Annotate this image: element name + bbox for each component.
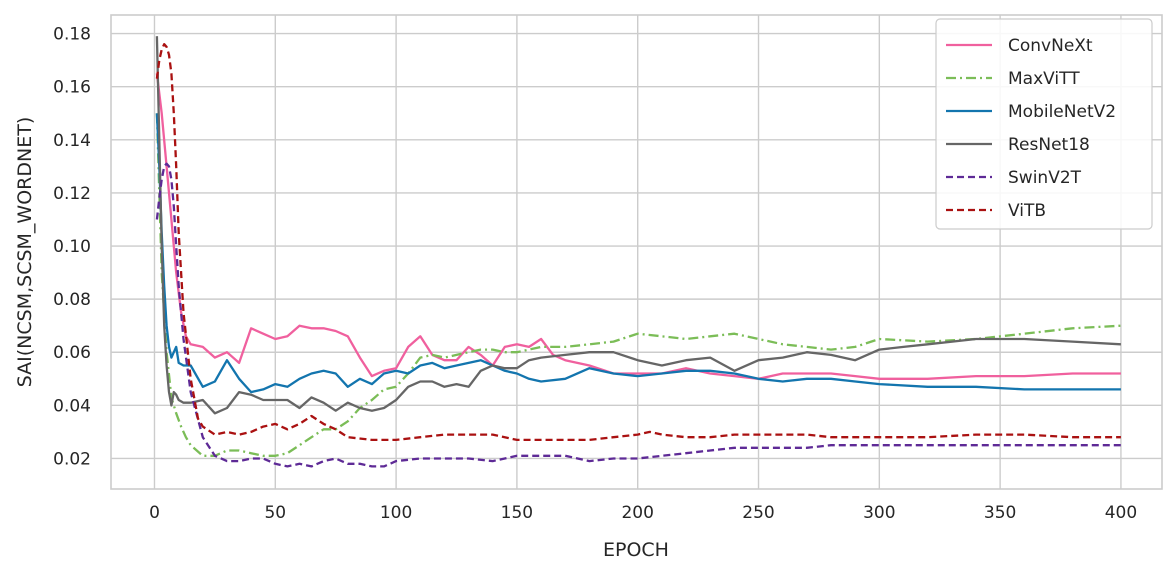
x-tick-label: 400 [1105, 503, 1137, 523]
x-tick-label: 250 [742, 503, 774, 523]
legend-label: MobileNetV2 [1008, 102, 1116, 122]
x-tick-label: 100 [380, 503, 412, 523]
x-tick-label: 200 [621, 503, 653, 523]
y-tick-label: 0.08 [53, 290, 91, 310]
y-tick-label: 0.02 [53, 449, 91, 469]
x-axis-label: EPOCH [603, 539, 669, 561]
series-line-mobilenetv2 [155, 113, 1121, 394]
legend-label: ViTB [1008, 201, 1046, 221]
x-tick-labels: 0 50 100 150 200 250 300 350 400 [149, 503, 1137, 523]
x-tick-label: 50 [264, 503, 286, 523]
x-tick-label: 150 [501, 503, 533, 523]
legend-label: ConvNeXt [1008, 36, 1093, 56]
series-line-vitb [155, 43, 1121, 442]
series-line-swinv2t [155, 162, 1121, 468]
y-tick-label: 0.16 [53, 78, 91, 98]
series-line-maxvitt [155, 113, 1121, 457]
y-tick-labels: 0.02 0.04 0.06 0.08 0.10 0.12 0.14 0.16 0.18 [53, 25, 91, 470]
plot-frame [110, 14, 1163, 490]
series-lines [155, 36, 1121, 468]
legend-label: ResNet18 [1008, 135, 1090, 155]
y-tick-label: 0.04 [53, 396, 91, 416]
y-tick-label: 0.14 [53, 131, 91, 151]
x-tick-label: 350 [984, 503, 1016, 523]
y-tick-label: 0.18 [53, 25, 91, 45]
x-tick-label: 0 [149, 503, 160, 523]
legend-label: SwinV2T [1008, 168, 1082, 188]
y-tick-label: 0.10 [53, 237, 91, 257]
y-axis-label: SAI(NCSM,SCSM_WORDNET) [14, 117, 36, 388]
legend-label: MaxViTT [1008, 69, 1080, 89]
series-line-convnext [155, 73, 1121, 380]
legend: ConvNeXt MaxViTT MobileNetV2 ResNet18 SwinV2… [935, 18, 1153, 230]
y-tick-label: 0.06 [53, 343, 91, 363]
series-line-resnet18 [155, 36, 1121, 415]
x-tick-label: 300 [863, 503, 895, 523]
y-tick-label: 0.12 [53, 184, 91, 204]
